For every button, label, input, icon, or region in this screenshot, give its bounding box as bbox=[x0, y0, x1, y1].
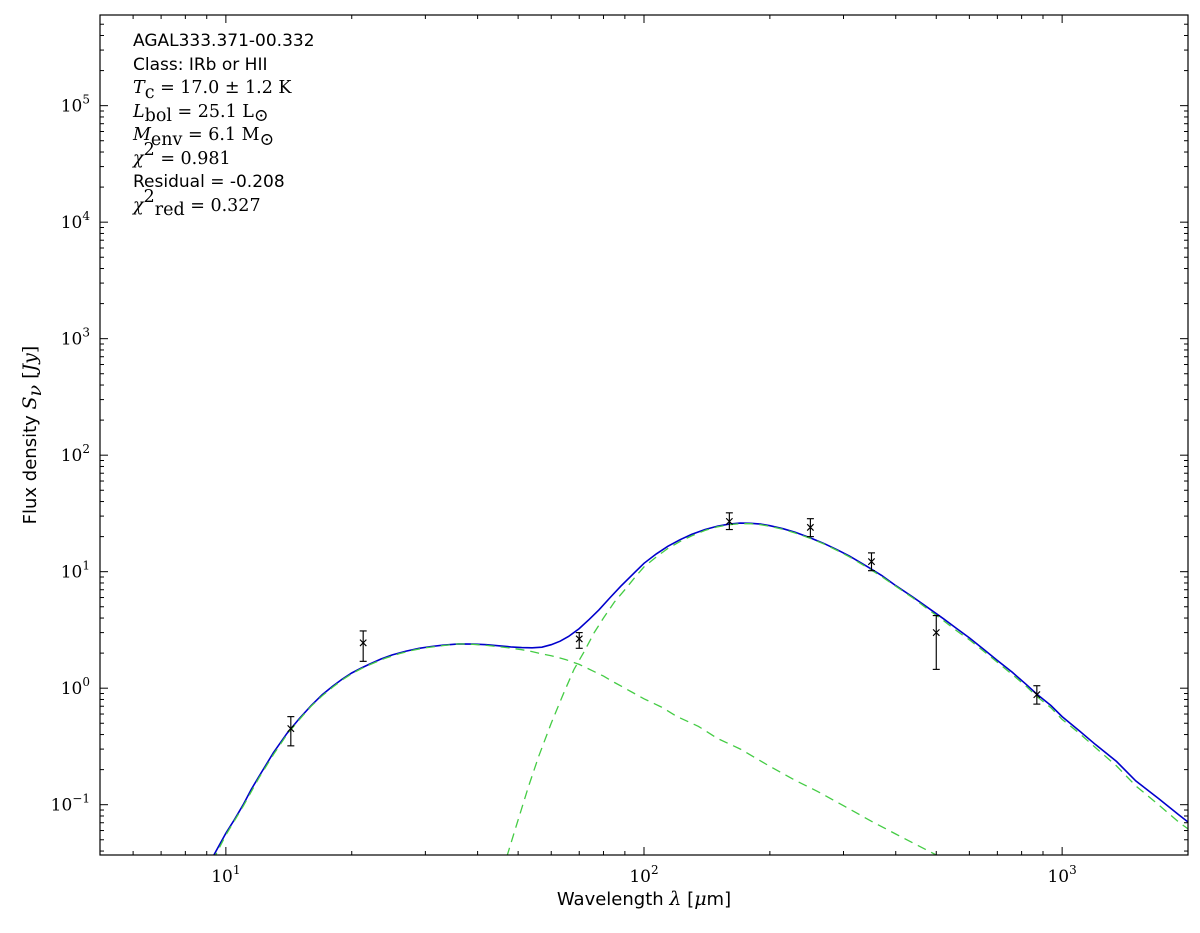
data-points-layer bbox=[287, 512, 1041, 747]
text-segment: ] bbox=[19, 345, 41, 354]
text-segment: ν bbox=[24, 384, 47, 397]
data-point bbox=[725, 512, 733, 531]
text-segment: Wavelength bbox=[556, 889, 670, 910]
text-segment: L bbox=[133, 101, 145, 122]
text-segment: 2 bbox=[143, 139, 155, 160]
data-point bbox=[932, 615, 940, 670]
data-point bbox=[359, 630, 367, 662]
y-tick-label: 100 bbox=[61, 675, 90, 699]
text-segment: bol bbox=[144, 106, 172, 127]
text-segment: [ bbox=[681, 889, 695, 910]
annotation-line: Menv = 6.1 M⊙ bbox=[133, 124, 315, 150]
y-tick-label: 104 bbox=[61, 209, 91, 233]
annotation-line: AGAL333.371-00.332 bbox=[133, 30, 315, 54]
data-point bbox=[1033, 685, 1041, 705]
text-segment: c bbox=[144, 82, 155, 103]
text-segment: = 17.0 ± 1.2 K bbox=[154, 78, 292, 98]
y-tick-label: 105 bbox=[61, 93, 90, 117]
y-tick-label: 10−1 bbox=[51, 792, 90, 816]
text-segment: red bbox=[154, 200, 185, 221]
text-segment: M bbox=[133, 125, 151, 145]
text-segment: 2 bbox=[143, 186, 155, 207]
text-segment: = 25.1 L bbox=[171, 101, 254, 122]
x-tick-label: 103 bbox=[1047, 863, 1076, 887]
data-point bbox=[867, 552, 876, 572]
x-axis-label: Wavelength λ [μm] bbox=[557, 888, 731, 910]
curve-warm-component bbox=[214, 643, 938, 855]
text-segment: = 0.981 bbox=[154, 148, 231, 169]
annotation-line: χ2 = 0.981 bbox=[133, 141, 315, 172]
text-segment: = 0.327 bbox=[184, 195, 261, 216]
text-segment: Residual = -0.208 bbox=[133, 172, 285, 192]
x-tick-label: 101 bbox=[211, 863, 240, 887]
annotation-line: Lbol = 25.1 L⊙ bbox=[133, 101, 315, 127]
text-segment: ⊙ bbox=[259, 129, 275, 150]
text-segment: λ bbox=[669, 888, 682, 910]
y-tick-label: 102 bbox=[61, 442, 90, 466]
text-segment: Jy bbox=[19, 353, 41, 372]
curves-layer bbox=[212, 522, 1188, 855]
y-axis-label: Flux density Sν [Jy] bbox=[19, 345, 46, 525]
text-segment: ⊙ bbox=[253, 106, 269, 127]
fit-parameters-annotation: AGAL333.371-00.332 Class: IRb or HII Tc = … bbox=[133, 30, 315, 221]
text-segment: m] bbox=[706, 889, 732, 910]
data-point bbox=[287, 716, 295, 747]
curve-total-fit bbox=[212, 522, 1188, 855]
y-tick-label: 103 bbox=[61, 326, 90, 350]
text-segment: χ bbox=[133, 195, 144, 216]
text-segment: T bbox=[133, 78, 145, 98]
y-tick-label: 101 bbox=[61, 559, 90, 583]
annotation-line: Class: IRb or HII bbox=[133, 54, 315, 78]
text-segment: χ bbox=[133, 148, 144, 169]
x-tick-label: 102 bbox=[629, 863, 658, 887]
curve-cold-component bbox=[506, 523, 1188, 855]
annotation-line: χ2red = 0.327 bbox=[133, 188, 315, 221]
text-segment: = 6.1 M bbox=[182, 125, 260, 145]
data-point bbox=[806, 518, 814, 538]
text-segment: μ bbox=[694, 888, 707, 910]
axis-ticks bbox=[100, 15, 1188, 855]
text-segment: Class: IRb or HII bbox=[133, 54, 268, 75]
data-point bbox=[575, 632, 583, 649]
text-segment: S bbox=[19, 396, 41, 410]
text-segment: AGAL333.371-00.332 bbox=[133, 31, 315, 51]
annotation-line: Residual = -0.208 bbox=[133, 171, 315, 195]
text-segment: [ bbox=[19, 371, 41, 385]
annotation-line: Tc = 17.0 ± 1.2 K bbox=[133, 77, 315, 103]
text-segment: env bbox=[150, 129, 183, 150]
text-segment: Flux density bbox=[20, 409, 41, 525]
